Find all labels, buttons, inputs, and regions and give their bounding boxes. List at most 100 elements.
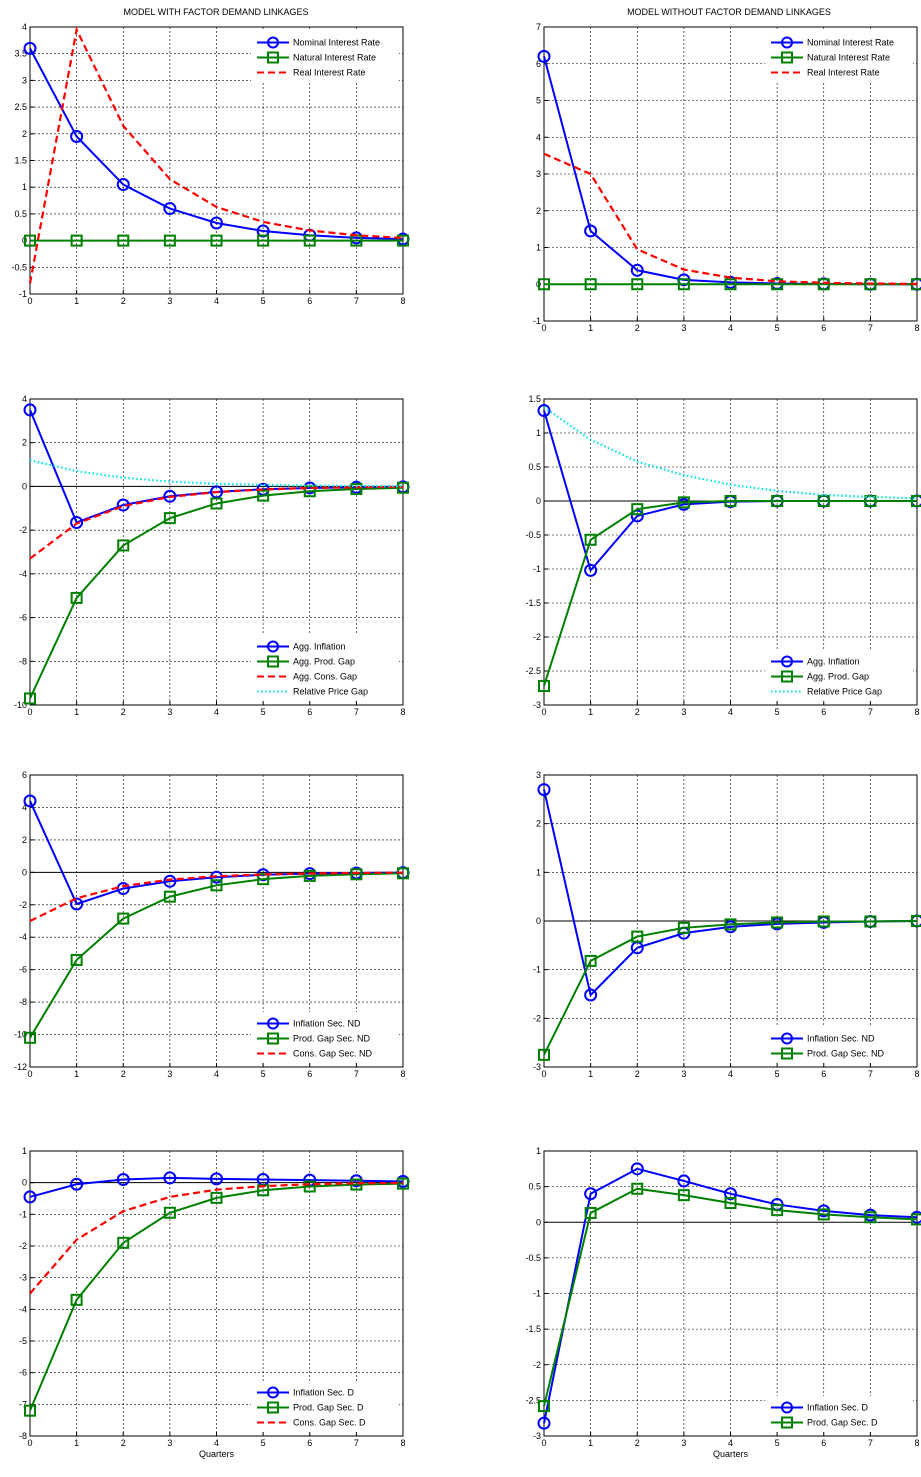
y-tick-label: -2	[533, 1013, 541, 1023]
x-tick-label: 6	[821, 707, 826, 717]
x-tick-label: 5	[775, 707, 780, 717]
x-tick-label: 4	[214, 1438, 219, 1448]
data-point	[538, 278, 550, 291]
data-point	[584, 988, 598, 1002]
legend-label: Real Interest Rate	[807, 68, 880, 78]
y-tick-label: -2	[19, 1241, 27, 1251]
series-line	[29, 872, 404, 1039]
data-point	[24, 1404, 36, 1417]
legend-item: Agg. Inflation	[771, 655, 860, 668]
y-tick-label: 6	[22, 770, 27, 780]
y-tick-label: -3	[533, 1431, 541, 1441]
legend-label: Prod. Gap Sec. ND	[293, 1034, 371, 1044]
legend: Inflation Sec. ND Prod. Gap Sec. ND Cons. …	[251, 1012, 399, 1063]
data-point	[724, 1187, 737, 1201]
data-point	[303, 1180, 316, 1193]
series-agg-cons-gap	[29, 485, 404, 560]
x-tick-label: 0	[541, 323, 546, 333]
series-line	[29, 1181, 404, 1295]
data-point	[864, 1211, 877, 1224]
x-tick-label: 1	[588, 1438, 593, 1448]
legend: Nominal Interest Rate Natural Interest Ra…	[251, 31, 399, 82]
x-tick-label: 2	[121, 1069, 126, 1079]
legend-label: Inflation Sec. D	[293, 1388, 355, 1398]
data-point	[584, 1187, 598, 1201]
x-tick-label: 6	[307, 707, 312, 717]
data-point	[397, 1177, 409, 1190]
y-tick-label: -1	[533, 965, 541, 975]
data-point	[23, 403, 37, 417]
data-point	[163, 512, 176, 525]
x-tick-label: 8	[914, 707, 919, 717]
legend-marker	[781, 36, 793, 49]
y-tick-label: -4	[19, 932, 27, 942]
y-tick-label: 1	[536, 867, 541, 877]
right-column-title: MODEL WITHOUT FACTOR DEMAND LINKAGES	[627, 7, 831, 17]
y-tick-label: -1	[533, 564, 541, 574]
data-point	[210, 485, 223, 499]
series-prod-gap-sec-nd	[538, 915, 921, 1061]
series-line	[29, 459, 404, 488]
series-relative-price-gap	[543, 406, 918, 500]
data-point	[538, 679, 550, 692]
legend-item: Cons. Gap Sec. ND	[257, 1049, 373, 1059]
y-tick-label: 1	[22, 1146, 27, 1156]
y-tick-label: -2	[533, 632, 541, 642]
series-prod-gap-sec-d	[538, 1182, 921, 1413]
y-tick-label: -6	[19, 965, 27, 975]
y-tick-label: -10	[14, 700, 27, 710]
legend-item: Real Interest Rate	[257, 68, 366, 78]
x-tick-label: 2	[635, 1438, 640, 1448]
x-tick-label: 7	[354, 1069, 359, 1079]
legend-item: Natural Interest Rate	[771, 51, 890, 64]
legend-label: Inflation Sec. D	[807, 1403, 869, 1413]
data-point	[350, 1178, 363, 1191]
legend-item: Prod. Gap Sec. D	[771, 1416, 878, 1429]
data-point	[163, 489, 177, 503]
x-tick-label: 0	[541, 1069, 546, 1079]
x-tick-label: 7	[868, 1438, 873, 1448]
series-line	[543, 152, 918, 285]
data-point	[117, 1236, 130, 1249]
chart-panel-7: 0 1 2 3 4 5 6 7 8 -8 -7 -6 -5 -4 -3 -2 -1 0 1 Quarters Infla…	[19, 1146, 410, 1459]
legend-box	[765, 1396, 913, 1432]
x-tick-label: 3	[167, 296, 172, 306]
data-point	[210, 879, 223, 892]
y-tick-label: 2.5	[14, 102, 27, 112]
data-point	[24, 1031, 36, 1044]
legend-label: Natural Interest Rate	[293, 53, 376, 63]
legend-marker	[267, 51, 279, 64]
data-point	[584, 533, 597, 546]
legend-label: Agg. Inflation	[807, 657, 860, 667]
x-tick-label: 4	[728, 323, 733, 333]
y-tick-label: 0.5	[528, 1182, 541, 1192]
series-prod-gap-sec-d	[24, 1177, 409, 1417]
legend: Agg. Inflation Agg. Prod. Gap Agg. Cons. G…	[251, 635, 399, 701]
y-tick-label: 2	[22, 438, 27, 448]
data-point	[724, 1197, 737, 1210]
legend-item: Inflation Sec. D	[771, 1401, 869, 1414]
x-tick-label: 4	[728, 1069, 733, 1079]
x-tick-label: 3	[167, 707, 172, 717]
x-tick-label: 3	[681, 1438, 686, 1448]
y-tick-label: -2	[19, 525, 27, 535]
data-point	[70, 234, 83, 247]
x-tick-label: 2	[121, 707, 126, 717]
data-point	[23, 41, 37, 55]
y-tick-label: -2	[19, 900, 27, 910]
x-tick-label: 3	[681, 323, 686, 333]
x-tick-label: 7	[354, 1438, 359, 1448]
series-natural-interest-rate	[538, 278, 921, 291]
data-point	[630, 263, 644, 277]
series-line	[543, 406, 918, 500]
legend-item: Cons. Gap Sec. D	[257, 1418, 366, 1428]
data-point	[631, 930, 644, 943]
legend-marker	[781, 670, 793, 683]
data-point	[677, 278, 690, 291]
y-tick-label: 0	[22, 481, 27, 491]
y-tick-label: -3	[533, 700, 541, 710]
legend: Inflation Sec. D Prod. Gap Sec. D	[765, 1396, 913, 1432]
y-tick-label: -10	[14, 1030, 27, 1040]
series-line	[543, 1187, 918, 1407]
